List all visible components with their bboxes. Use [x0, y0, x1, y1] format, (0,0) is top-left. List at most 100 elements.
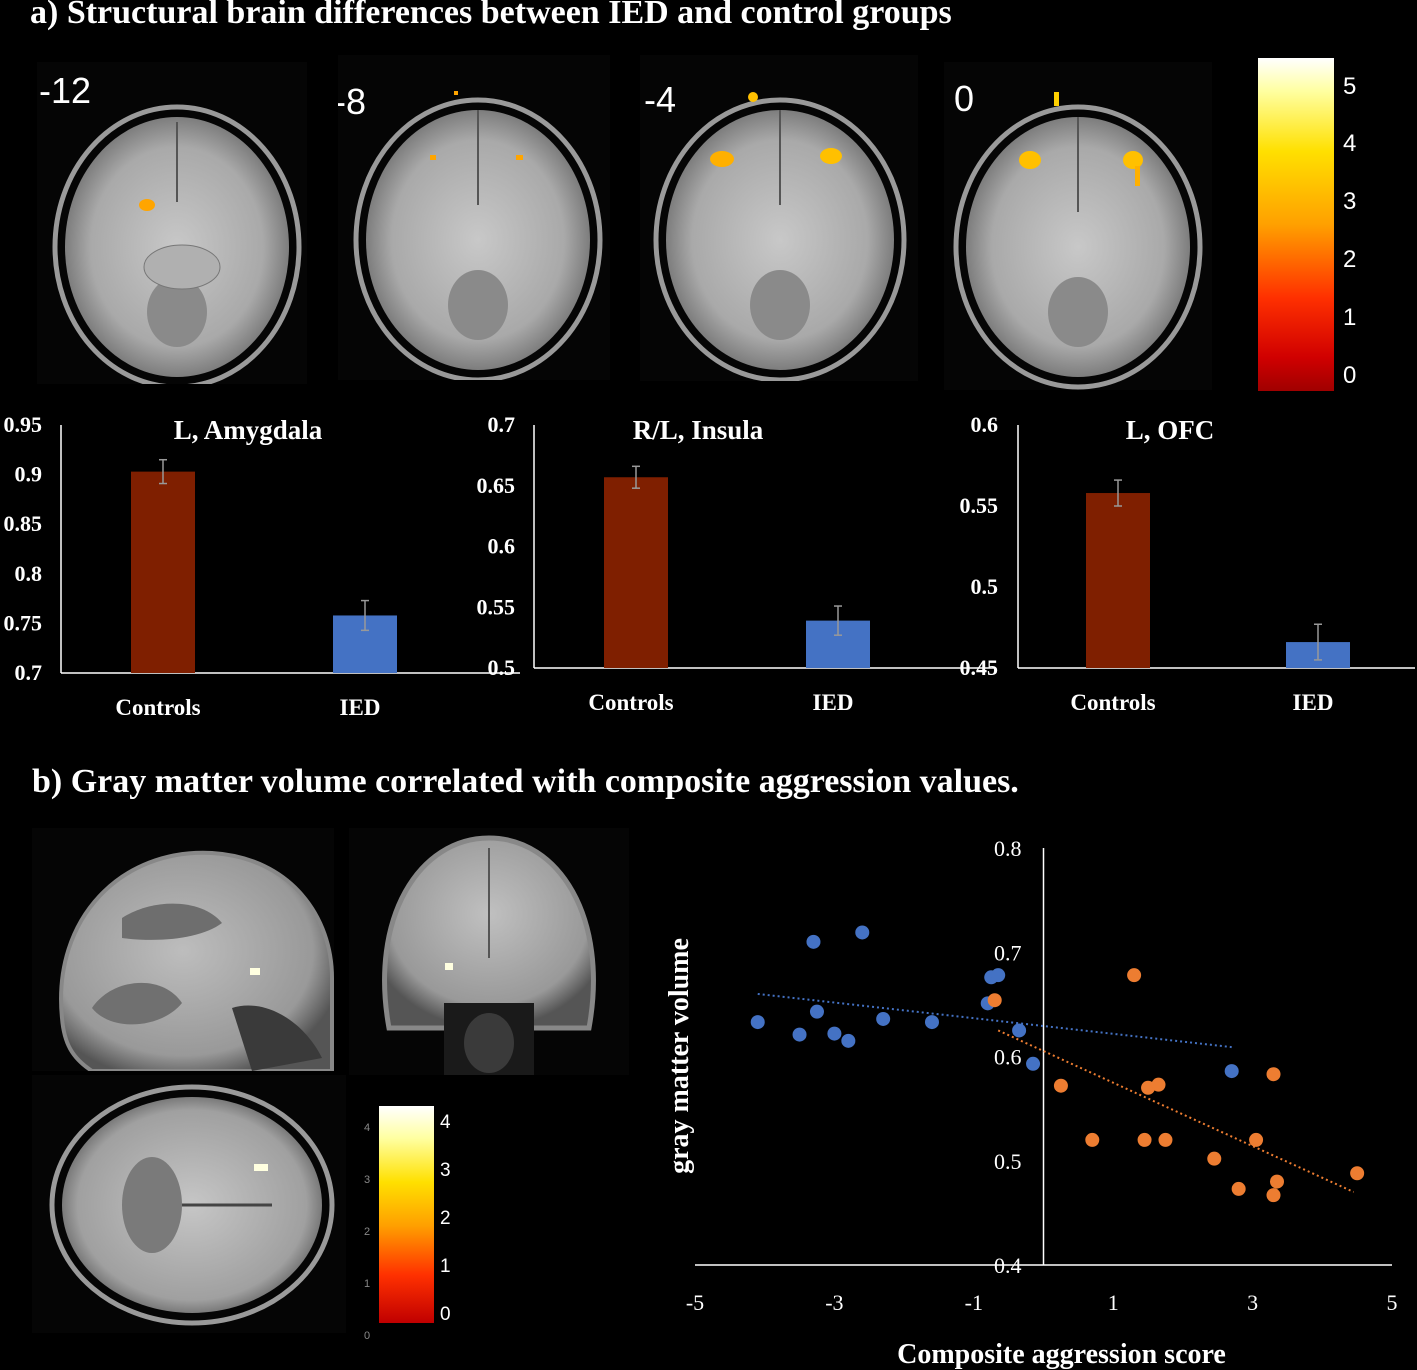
data-point: [924, 1015, 939, 1030]
y-tick-label: 0.45: [960, 655, 999, 680]
colorbar-tick: 1: [1343, 304, 1357, 331]
coronal-brain-panel: [349, 828, 629, 1075]
data-point: [1012, 1023, 1027, 1038]
bar: [131, 471, 195, 673]
data-point: [1269, 1174, 1284, 1189]
y-tick-label: 0.55: [960, 493, 999, 518]
chart-title: L, Amygdala: [174, 415, 323, 445]
data-point: [827, 1026, 842, 1041]
y-tick-label: 0.6: [971, 412, 999, 437]
faint-tick: 3: [364, 1174, 371, 1186]
data-point: [1158, 1132, 1173, 1147]
y-tick-label: 0.7: [488, 412, 516, 437]
colorbar-small-tick: 3: [440, 1160, 451, 1181]
data-point: [1151, 1077, 1166, 1092]
y-tick-label: 0.6: [488, 534, 516, 559]
data-point: [855, 925, 870, 940]
data-point: [792, 1027, 807, 1042]
data-point: [841, 1033, 856, 1048]
data-point: [1127, 968, 1142, 983]
x-tick-label: -5: [686, 1290, 704, 1315]
x-tick-label: 3: [1247, 1290, 1258, 1315]
data-point: [1207, 1151, 1222, 1166]
brain-slice-panel: 0: [944, 62, 1212, 390]
y-tick-label: 0.75: [4, 610, 43, 635]
colorbar-small: [379, 1106, 434, 1323]
colorbar: [1258, 58, 1334, 391]
data-point: [987, 993, 1002, 1008]
brain-slice-panel: -8: [338, 55, 610, 380]
axial-brain-panel: [32, 1075, 346, 1333]
x-tick-label: -3: [825, 1290, 843, 1315]
x-tick-label: 1: [1108, 1290, 1119, 1315]
bar: [1086, 493, 1150, 668]
y-axis-label: gray matter volume: [664, 938, 695, 1174]
trend-line: [997, 1029, 1355, 1193]
colorbar-tick: 0: [1343, 362, 1357, 389]
data-point: [1266, 1188, 1281, 1203]
y-tick-label: 0.55: [477, 594, 516, 619]
chart-title: L, OFC: [1126, 415, 1215, 445]
colorbar-small-tick: 2: [440, 1208, 451, 1229]
colorbar-tick: 2: [1343, 246, 1357, 273]
faint-tick: 1: [364, 1278, 371, 1290]
colorbar-tick: 5: [1343, 73, 1357, 100]
bar: [604, 477, 668, 668]
section-b-title: b) Gray matter volume correlated with co…: [32, 763, 1019, 800]
y-tick-label: 0.8: [994, 836, 1022, 861]
colorbar-tick: 3: [1343, 188, 1357, 215]
y-tick-label: 0.95: [4, 412, 43, 437]
colorbar-small-tick: 4: [440, 1112, 451, 1133]
brain-slice-panel: -12: [37, 62, 307, 384]
slice-label: -12: [39, 70, 92, 111]
data-point: [1026, 1056, 1041, 1071]
y-tick-label: 0.7: [15, 660, 43, 685]
y-tick-label: 0.5: [971, 574, 999, 599]
y-tick-label: 0.7: [994, 940, 1022, 965]
x-category-label: IED: [1293, 690, 1334, 715]
data-point: [1085, 1132, 1100, 1147]
data-point: [1350, 1166, 1365, 1181]
colorbar-tick: 4: [1343, 130, 1357, 157]
y-tick-label: 0.65: [477, 473, 516, 498]
faint-tick: 0: [364, 1330, 371, 1342]
data-point: [1231, 1181, 1246, 1196]
slice-label: -4: [644, 79, 677, 120]
x-category-label: Controls: [115, 695, 200, 720]
x-category-label: Controls: [588, 690, 673, 715]
data-point: [876, 1011, 891, 1026]
x-tick-label: -1: [965, 1290, 983, 1315]
y-tick-label: 0.6: [994, 1045, 1022, 1070]
y-tick-label: 0.8: [15, 561, 43, 586]
y-tick-label: 0.5: [994, 1149, 1022, 1174]
colorbar-small-tick: 1: [440, 1256, 451, 1277]
x-axis-label: Composite aggression score: [897, 1339, 1226, 1370]
colorbar-small-faint-ticks: 4 3 2 1 0: [364, 1102, 370, 1362]
y-tick-label: 0.5: [488, 655, 516, 680]
y-tick-label: 0.4: [994, 1253, 1022, 1278]
data-point: [1224, 1064, 1239, 1079]
y-tick-label: 0.9: [15, 462, 43, 487]
colorbar-small-tick: 0: [440, 1304, 451, 1325]
x-category-label: IED: [340, 695, 381, 720]
x-category-label: IED: [813, 690, 854, 715]
brain-slice-panel: -4: [640, 55, 918, 381]
faint-tick: 4: [364, 1122, 371, 1134]
data-point: [809, 1004, 824, 1019]
data-point: [1266, 1067, 1281, 1082]
x-category-label: Controls: [1070, 690, 1155, 715]
data-point: [1249, 1132, 1264, 1147]
data-point: [991, 968, 1006, 983]
data-point: [750, 1015, 765, 1030]
y-tick-label: 0.85: [4, 511, 43, 536]
scatter-chart: 0.8 0.7 0.6 0.5 0.4 -5 -3 -1 1 3 5 Composite aggres…: [664, 836, 1398, 1370]
data-point: [806, 934, 821, 949]
x-tick-label: 5: [1387, 1290, 1398, 1315]
chart-title: R/L, Insula: [633, 415, 764, 445]
data-point: [1137, 1132, 1152, 1147]
bar-charts: 0.95 0.9 0.85 0.8 0.75 0.7 L, Amygdala Controls…: [4, 412, 1415, 720]
section-a-title: a) Structural brain differences between …: [30, 0, 952, 31]
data-point: [1053, 1078, 1068, 1093]
sagittal-brain-panel: [32, 828, 334, 1071]
slice-label: 0: [954, 78, 975, 119]
